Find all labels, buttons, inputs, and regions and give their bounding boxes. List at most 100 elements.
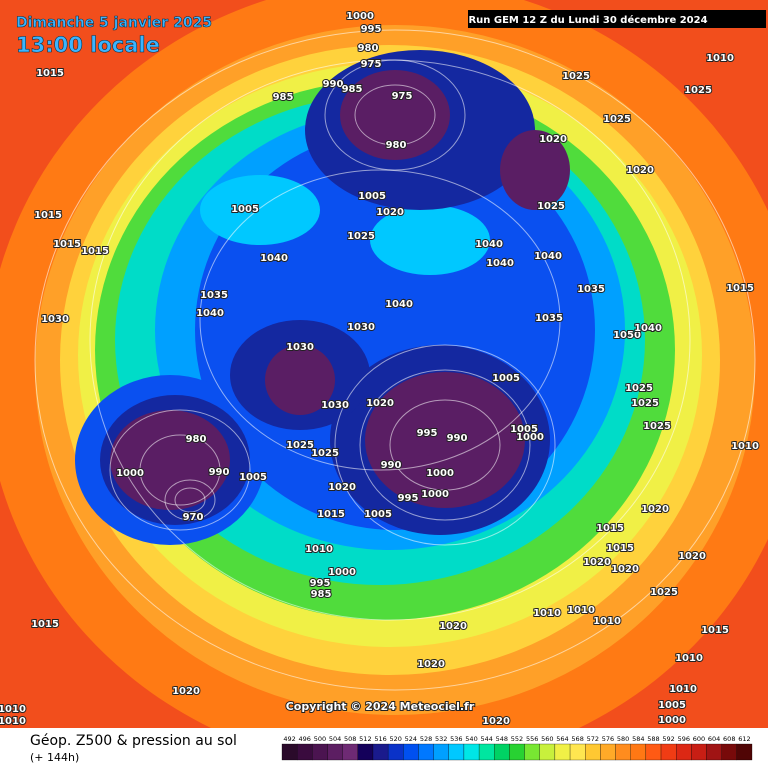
color-swatch bbox=[418, 743, 434, 761]
pressure-label: 1005 bbox=[492, 373, 520, 384]
pressure-label: 1040 bbox=[385, 299, 413, 310]
color-swatch bbox=[539, 743, 556, 761]
pressure-label: 980 bbox=[386, 140, 407, 151]
copyright: Copyright © 2024 Meteociel.fr bbox=[286, 700, 475, 713]
color-swatch bbox=[706, 743, 722, 761]
pressure-label: 1020 bbox=[439, 621, 467, 632]
color-swatch bbox=[387, 743, 404, 761]
forecast-time: 13:00 locale bbox=[16, 33, 160, 57]
pressure-label: 1015 bbox=[34, 210, 62, 221]
pressure-label: 1005 bbox=[231, 204, 259, 215]
pressure-label: 995 bbox=[361, 24, 382, 35]
pressure-label: 1000 bbox=[116, 468, 144, 479]
legend-level: 568 bbox=[571, 735, 583, 743]
pressure-label: 1020 bbox=[328, 482, 356, 493]
color-swatch bbox=[600, 743, 616, 761]
pressure-label: 1015 bbox=[31, 619, 59, 630]
legend-level: 524 bbox=[405, 735, 417, 743]
pressure-label: 1040 bbox=[634, 323, 662, 334]
color-swatch bbox=[403, 743, 419, 761]
pressure-label: 1025 bbox=[537, 201, 565, 212]
pressure-label: 995 bbox=[417, 428, 438, 439]
color-swatch bbox=[312, 743, 328, 761]
pressure-label: 1015 bbox=[701, 625, 729, 636]
legend-level: 504 bbox=[329, 735, 341, 743]
legend-level: 580 bbox=[617, 735, 629, 743]
pressure-label: 1015 bbox=[36, 68, 64, 79]
legend-level: 548 bbox=[496, 735, 508, 743]
color-swatch bbox=[615, 743, 631, 761]
pressure-label: 1010 bbox=[0, 704, 26, 715]
legend-level: 492 bbox=[283, 735, 295, 743]
pressure-label: 1015 bbox=[317, 509, 345, 520]
pressure-label: 990 bbox=[381, 460, 402, 471]
color-swatch bbox=[721, 743, 737, 761]
pressure-label: 1020 bbox=[678, 551, 706, 562]
pressure-label: 1000 bbox=[658, 715, 686, 726]
pressure-label: 1025 bbox=[684, 85, 712, 96]
pressure-label: 1020 bbox=[583, 557, 611, 568]
pressure-label: 985 bbox=[273, 92, 294, 103]
pressure-label: 1020 bbox=[641, 504, 669, 515]
color-swatch bbox=[327, 743, 343, 761]
color-swatch bbox=[645, 743, 662, 761]
pressure-label: 1030 bbox=[321, 400, 349, 411]
color-swatch bbox=[297, 743, 313, 761]
color-swatch bbox=[433, 743, 449, 761]
pressure-label: 1005 bbox=[364, 509, 392, 520]
pressure-label: 990 bbox=[323, 79, 344, 90]
pressure-label: 1010 bbox=[706, 53, 734, 64]
pressure-label: 1005 bbox=[239, 472, 267, 483]
pressure-label: 1020 bbox=[172, 686, 200, 697]
color-swatch bbox=[630, 743, 647, 761]
pressure-label: 975 bbox=[361, 59, 382, 70]
pressure-label: 990 bbox=[447, 433, 468, 444]
pressure-label: 1040 bbox=[486, 258, 514, 269]
color-swatch bbox=[660, 743, 677, 761]
legend-level: 576 bbox=[602, 735, 614, 743]
legend-level: 600 bbox=[693, 735, 705, 743]
pressure-label: 1025 bbox=[643, 421, 671, 432]
color-swatch bbox=[585, 743, 601, 761]
pressure-label: 1000 bbox=[516, 432, 544, 443]
pressure-label: 1015 bbox=[596, 523, 624, 534]
pressure-label: 1005 bbox=[510, 424, 538, 435]
pressure-label: 1000 bbox=[421, 489, 449, 500]
pressure-label: 1030 bbox=[41, 314, 69, 325]
legend-level: 584 bbox=[632, 735, 644, 743]
pressure-label: 1015 bbox=[606, 543, 634, 554]
color-swatch bbox=[554, 743, 571, 761]
legend-level: 536 bbox=[450, 735, 462, 743]
pressure-label: 1040 bbox=[196, 308, 224, 319]
legend-level: 528 bbox=[420, 735, 432, 743]
pressure-label: 1010 bbox=[567, 605, 595, 616]
pressure-label: 1025 bbox=[347, 231, 375, 242]
legend-level: 500 bbox=[314, 735, 326, 743]
pressure-label: 990 bbox=[209, 467, 230, 478]
pressure-label: 1020 bbox=[539, 134, 567, 145]
color-swatch bbox=[478, 743, 495, 761]
pressure-label: 1000 bbox=[426, 468, 454, 479]
pressure-label: 1020 bbox=[366, 398, 394, 409]
legend-level: 604 bbox=[708, 735, 720, 743]
pressure-label: 1010 bbox=[675, 653, 703, 664]
pressure-label: 1025 bbox=[631, 398, 659, 409]
legend-level: 532 bbox=[435, 735, 447, 743]
legend-title: Géop. Z500 & pression au sol bbox=[30, 733, 237, 749]
pressure-label: 1025 bbox=[286, 440, 314, 451]
pressure-label: 985 bbox=[311, 589, 332, 600]
pressure-label: 1025 bbox=[603, 114, 631, 125]
legend-level: 540 bbox=[465, 735, 477, 743]
pressure-label: 1050 bbox=[613, 330, 641, 341]
pressure-label: 1040 bbox=[534, 251, 562, 262]
pressure-label: 1020 bbox=[626, 165, 654, 176]
pressure-label: 1015 bbox=[81, 246, 109, 257]
pressure-label: 1030 bbox=[286, 342, 314, 353]
color-swatch bbox=[463, 743, 480, 761]
color-swatch bbox=[691, 743, 707, 761]
legend-level: 496 bbox=[299, 735, 311, 743]
run-label: Run GEM 12 Z du Lundi 30 décembre 2024 bbox=[468, 14, 707, 26]
color-swatch bbox=[494, 743, 510, 761]
